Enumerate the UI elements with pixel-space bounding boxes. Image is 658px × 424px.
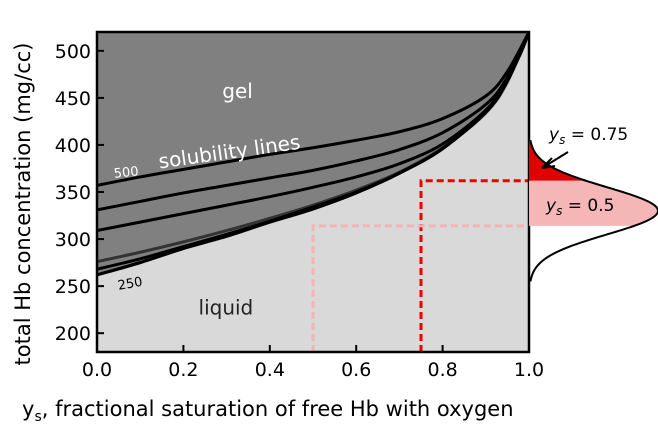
x-tick-label: 0.8 [427,359,457,381]
ys-05-text: = 0.5 [562,196,614,216]
y-axis-ticks: 200 250 300 350 400 450 500 [55,41,104,345]
x-axis-label-sub: s [34,409,41,424]
distribution-fill-075 [529,140,586,181]
solubility-line-2 [97,32,529,212]
solubility-line-top-label: 500 [113,164,139,182]
x-axis-ticks: 0.0 0.2 0.4 0.6 0.8 1.0 [82,345,544,381]
ys-05-prefix: y [545,196,557,216]
ys-075-annotation: ys = 0.75 [548,125,628,147]
y-tick-label: 250 [55,276,91,298]
guide-line-2 [311,224,529,352]
ys-075-sub: s [559,133,565,147]
solubility-line-bottom-label: 250 [117,275,144,294]
ys-075-text: = 0.75 [565,125,628,145]
y-tick-label: 400 [55,135,91,157]
solubility-line-1 [97,32,529,187]
y-tick-label: 200 [55,323,91,345]
x-tick-label: 0.6 [341,359,371,381]
liquid-region-label: liquid [199,295,254,319]
x-tick-label: 0.2 [168,359,198,381]
gel-region [97,32,529,275]
y-tick-label: 350 [55,182,91,204]
y-tick-label: 300 [55,229,91,251]
gel-region-label: gel [222,79,253,103]
x-axis-label-var: y [22,397,34,421]
y-tick-label: 450 [55,88,91,110]
guide-line-1 [419,179,529,352]
x-axis-label-rest: , fractional saturation of free Hb with … [42,397,514,421]
x-axis-label: ys, fractional saturation of free Hb wit… [22,397,514,424]
y-axis-label: total Hb concentration (mg/cc) [11,43,35,366]
ys-05-sub: s [556,204,562,218]
distribution-fill-05 [529,180,658,226]
ys-075-arrow [541,151,569,169]
guide-lines-group [311,179,529,352]
y-tick-label: 500 [55,41,91,63]
x-tick-label: 1.0 [514,359,544,381]
ys-05-annotation: ys = 0.5 [545,196,614,218]
ys-075-prefix: y [548,125,560,145]
x-tick-label: 0.4 [255,359,285,381]
x-tick-label: 0.0 [82,359,112,381]
phase-boundary-curve [97,32,529,277]
